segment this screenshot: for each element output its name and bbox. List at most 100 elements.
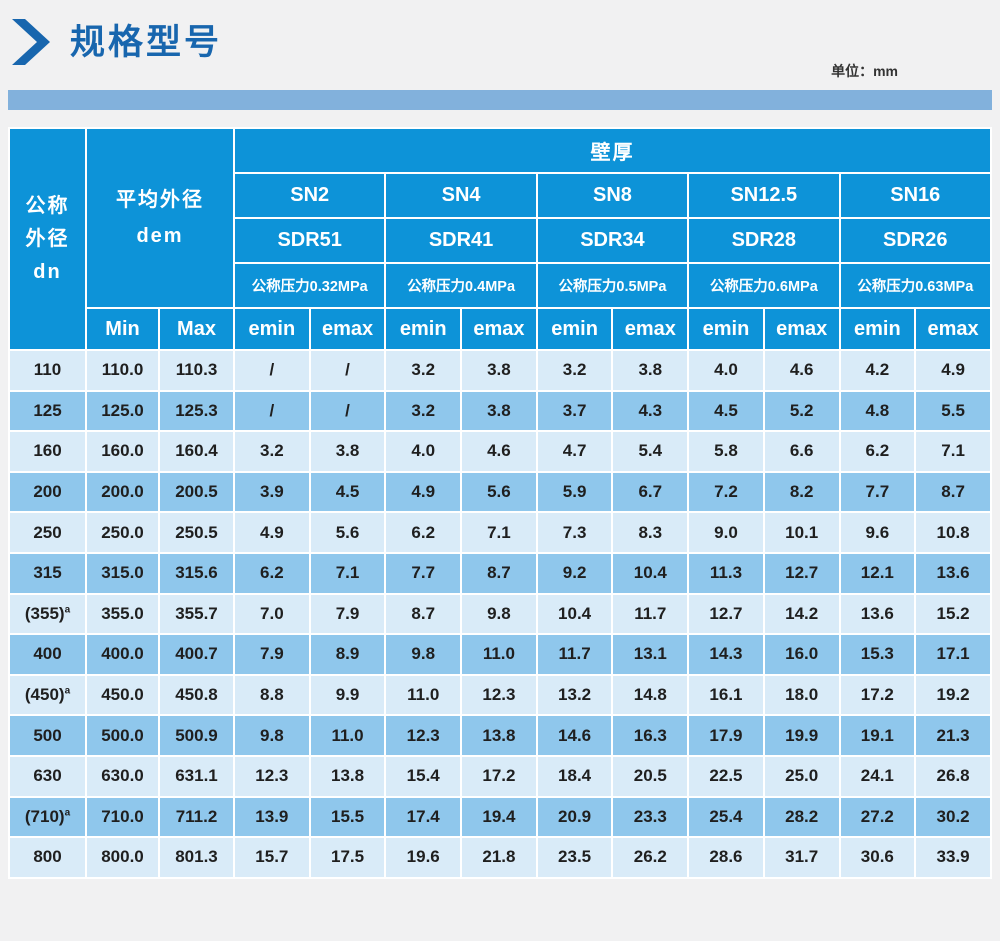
min-cell: 500.0 (85, 714, 160, 757)
thickness-cell: 3.2 (233, 430, 311, 473)
thickness-cell: 17.1 (914, 633, 992, 676)
thickness-cell: 15.5 (308, 795, 387, 839)
thickness-cell: 19.6 (384, 836, 463, 879)
thickness-cell: 19.4 (460, 795, 538, 839)
col-header-emin: emin (838, 307, 917, 351)
col-header-sn4: SN4 (384, 172, 538, 219)
thickness-cell: 8.8 (233, 673, 311, 717)
thickness-cell: 16.3 (611, 714, 690, 757)
thickness-cell: 7.1 (460, 511, 538, 554)
table-row: 630 630.0 631.1 12.3 13.8 15.4 17.2 18.4 20.5 22.… (8, 754, 992, 798)
thickness-cell: 9.9 (308, 673, 387, 717)
col-header-emax: emax (914, 307, 992, 351)
thickness-cell: 4.6 (762, 349, 841, 392)
thickness-cell: 33.9 (914, 836, 992, 879)
thickness-cell: 3.9 (233, 470, 311, 514)
thickness-cell: 18.4 (535, 754, 614, 798)
unit-label: 单位：mm (831, 63, 898, 79)
thickness-cell: 14.8 (611, 673, 690, 717)
min-cell: 355.0 (85, 592, 160, 636)
thickness-cell: 3.8 (460, 389, 538, 433)
thickness-cell: 23.3 (611, 795, 690, 839)
col-header-emax: emax (762, 307, 841, 351)
thickness-cell: 9.8 (460, 592, 538, 636)
col-header-sn16: SN16 (838, 172, 992, 219)
thickness-cell: 20.5 (611, 754, 690, 798)
max-cell: 631.1 (158, 754, 235, 798)
max-cell: 125.3 (158, 389, 235, 433)
dn-label-line3: dn (33, 260, 62, 283)
thickness-cell: 4.0 (384, 430, 463, 473)
thickness-cell: 10.1 (762, 511, 841, 554)
thickness-cell: / (308, 389, 387, 433)
thickness-cell: 27.2 (838, 795, 917, 839)
dn-cell: 315 (8, 551, 87, 595)
thickness-cell: 17.5 (308, 836, 387, 879)
thickness-cell: 7.7 (384, 551, 463, 595)
col-header-sdr26: SDR26 (838, 217, 992, 264)
thickness-cell: 30.2 (914, 795, 992, 839)
min-cell: 315.0 (85, 551, 160, 595)
dn-footnote-marker: a (64, 685, 71, 697)
thickness-cell: 8.7 (384, 592, 463, 636)
thickness-cell: 9.8 (384, 633, 463, 676)
thickness-cell: 25.0 (762, 754, 841, 798)
thickness-cell: 25.4 (687, 795, 765, 839)
thickness-cell: 12.3 (233, 754, 311, 798)
thickness-cell: 19.2 (914, 673, 992, 717)
thickness-cell: 19.1 (838, 714, 917, 757)
thickness-cell: 9.0 (687, 511, 765, 554)
thickness-cell: 28.6 (687, 836, 765, 879)
table-row: 400 400.0 400.7 7.9 8.9 9.8 11.0 11.7 13.1 14.3 16… (8, 633, 992, 676)
col-header-dem: 平均外径 dem (85, 127, 235, 309)
col-header-emin: emin (687, 307, 765, 351)
thickness-cell: 9.6 (838, 511, 917, 554)
thickness-cell: 26.8 (914, 754, 992, 798)
thickness-cell: 13.2 (535, 673, 614, 717)
thickness-cell: 4.9 (914, 349, 992, 392)
thickness-cell: 10.8 (914, 511, 992, 554)
table-row: 800 800.0 801.3 15.7 17.5 19.6 21.8 23.5 26.2 28.… (8, 836, 992, 879)
col-header-sdr51: SDR51 (232, 217, 387, 264)
thickness-cell: 24.1 (838, 754, 917, 798)
thickness-cell: 12.3 (460, 673, 538, 717)
thickness-cell: 13.1 (611, 633, 690, 676)
col-header-sdr28: SDR28 (687, 217, 841, 264)
thickness-cell: 7.1 (914, 430, 992, 473)
max-cell: 500.9 (158, 714, 235, 757)
max-cell: 160.4 (158, 430, 235, 473)
max-cell: 400.7 (158, 633, 235, 676)
thickness-cell: 4.9 (233, 511, 311, 554)
page-header: 规格型号 (12, 16, 222, 68)
spec-table: 公称 外径 dn 平均外径 dem 壁厚 SN2 SN4 SN8 SN12.5 … (8, 127, 992, 879)
thickness-cell: 3.7 (535, 389, 614, 433)
thickness-cell: 4.0 (687, 349, 765, 392)
dn-cell: 125 (8, 389, 87, 433)
max-cell: 801.3 (158, 836, 235, 879)
thickness-cell: 4.7 (535, 430, 614, 473)
thickness-cell: 17.4 (384, 795, 463, 839)
max-cell: 110.3 (158, 349, 235, 392)
thickness-cell: 22.5 (687, 754, 765, 798)
thickness-cell: 11.0 (384, 673, 463, 717)
thickness-cell: 21.8 (460, 836, 538, 879)
thickness-cell: 10.4 (535, 592, 614, 636)
table-row: (355)a 355.0 355.7 7.0 7.9 8.7 9.8 10.4 11.7 12.7… (8, 592, 992, 636)
table-header: 公称 外径 dn 平均外径 dem 壁厚 SN2 SN4 SN8 SN12.5 … (8, 127, 992, 351)
dn-cell: 250 (8, 511, 87, 554)
thickness-cell: 21.3 (914, 714, 992, 757)
thickness-cell: 5.2 (762, 389, 841, 433)
thickness-cell: 16.1 (687, 673, 765, 717)
thickness-cell: 6.2 (838, 430, 917, 473)
col-header-emin: emin (535, 307, 614, 351)
thickness-cell: 3.8 (308, 430, 387, 473)
dn-cell: 800 (8, 836, 87, 879)
dn-footnote-marker: a (64, 807, 71, 819)
thickness-cell: 23.5 (535, 836, 614, 879)
dn-footnote-marker: a (64, 604, 71, 616)
thickness-cell: 10.4 (611, 551, 690, 595)
thickness-cell: 30.6 (838, 836, 917, 879)
dn-label-line2: 外径 (25, 227, 70, 250)
thickness-cell: 5.4 (611, 430, 690, 473)
thickness-cell: 16.0 (762, 633, 841, 676)
